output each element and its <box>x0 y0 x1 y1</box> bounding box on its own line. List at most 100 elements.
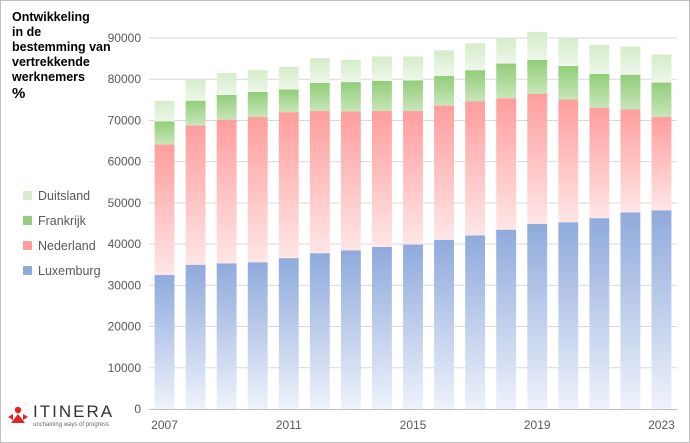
y-tick-label: 50000 <box>108 196 142 210</box>
y-tick-label: 20000 <box>108 320 142 334</box>
bar-frankrijk-2020 <box>558 66 579 100</box>
bar-luxemburg-2013 <box>340 250 361 409</box>
bar-nederland-2018 <box>496 98 517 230</box>
y-tick-label: 70000 <box>108 113 142 127</box>
bar-luxemburg-2018 <box>496 229 517 409</box>
y-tick-label: 80000 <box>108 72 142 86</box>
title-line: in de <box>12 25 42 39</box>
bar-nederland-2020 <box>558 99 579 223</box>
bar-luxemburg-2012 <box>309 253 330 409</box>
bar-nederland-2012 <box>309 110 330 254</box>
bars <box>154 31 672 409</box>
bar-luxemburg-2009 <box>216 263 237 409</box>
bar-frankrijk-2011 <box>278 89 299 113</box>
bar-nederland-2007 <box>154 144 175 276</box>
bar-luxemburg-2023 <box>651 210 672 409</box>
bar-frankrijk-2017 <box>465 70 486 102</box>
y-tick-label: 90000 <box>108 31 142 45</box>
bar-nederland-2010 <box>247 116 268 263</box>
bar-frankrijk-2019 <box>527 59 548 94</box>
y-tick-label: 10000 <box>108 361 142 375</box>
legend-item-duitsland: Duitsland <box>23 183 101 208</box>
x-tick-label: 2015 <box>400 418 427 432</box>
logo-tagline: unchaining ways of progress <box>33 422 110 428</box>
bar-frankrijk-2022 <box>620 74 641 110</box>
x-tick-label: 2019 <box>524 418 551 432</box>
bar-nederland-2019 <box>527 93 548 224</box>
x-tick-label: 2007 <box>151 418 178 432</box>
bar-duitsland-2010 <box>247 70 268 93</box>
y-axis-ticks: 0 10000 20000 30000 40000 50000 60000 70000 8000… <box>108 31 142 416</box>
bar-frankrijk-2018 <box>496 63 517 99</box>
bar-luxemburg-2015 <box>403 244 423 409</box>
legend-label: Nederland <box>38 238 96 253</box>
x-axis-ticks: 2007 2011 2015 2019 2023 <box>151 418 675 432</box>
bar-frankrijk-2023 <box>651 82 672 117</box>
bar-frankrijk-2014 <box>372 80 392 111</box>
legend-label: Duitsland <box>38 188 91 203</box>
bar-nederland-2014 <box>372 110 392 247</box>
title-line: vertrekkende <box>12 55 90 69</box>
unit-label: % <box>12 85 26 102</box>
bar-duitsland-2014 <box>372 56 392 81</box>
bar-nederland-2022 <box>620 109 641 213</box>
bar-nederland-2009 <box>216 119 237 264</box>
y-tick-label: 0 <box>134 402 141 416</box>
bar-frankrijk-2021 <box>589 73 610 108</box>
itinera-logo-icon <box>8 406 28 423</box>
bar-nederland-2021 <box>589 107 610 219</box>
bar-frankrijk-2009 <box>216 94 237 120</box>
legend-label: Frankrijk <box>38 213 86 228</box>
bar-luxemburg-2017 <box>465 235 486 409</box>
bar-nederland-2015 <box>403 110 423 245</box>
bar-frankrijk-2008 <box>185 100 206 126</box>
x-tick-label: 2023 <box>648 418 675 432</box>
bar-nederland-2016 <box>434 105 454 240</box>
bar-duitsland-2018 <box>496 38 517 64</box>
y-tick-label: 30000 <box>108 278 142 292</box>
bar-duitsland-2021 <box>589 45 610 74</box>
bar-duitsland-2013 <box>340 59 361 83</box>
legend-swatch-icon <box>23 266 32 275</box>
bar-frankrijk-2010 <box>247 92 268 117</box>
legend-item-frankrijk: Frankrijk <box>23 208 101 233</box>
chart-title: Ontwikkeling in de bestemming van vertre… <box>12 10 132 101</box>
bar-duitsland-2022 <box>620 46 641 75</box>
bar-frankrijk-2013 <box>340 82 361 112</box>
bar-luxemburg-2010 <box>247 262 268 409</box>
bar-luxemburg-2011 <box>278 258 299 409</box>
bar-duitsland-2015 <box>403 56 423 81</box>
y-tick-label: 60000 <box>108 155 142 169</box>
bar-luxemburg-2019 <box>527 223 548 409</box>
bar-duitsland-2023 <box>651 54 672 83</box>
logo-name: ITINERA <box>33 402 115 421</box>
bar-luxemburg-2020 <box>558 222 579 409</box>
bar-luxemburg-2022 <box>620 212 641 409</box>
legend-swatch-icon <box>23 191 32 200</box>
bar-frankrijk-2015 <box>403 80 423 111</box>
legend-item-nederland: Nederland <box>23 233 101 258</box>
title-line: werknemers <box>12 70 85 84</box>
legend-swatch-icon <box>23 241 32 250</box>
bar-duitsland-2009 <box>216 73 237 95</box>
bar-duitsland-2007 <box>154 101 175 122</box>
y-tick-label: 40000 <box>108 237 142 251</box>
title-line: Ontwikkeling <box>12 10 90 24</box>
bar-duitsland-2011 <box>278 66 299 90</box>
bar-nederland-2013 <box>340 111 361 251</box>
bar-luxemburg-2008 <box>185 264 206 409</box>
legend-item-luxemburg: Luxemburg <box>23 258 101 283</box>
title-line: bestemming van <box>12 40 111 54</box>
bar-nederland-2017 <box>465 101 486 236</box>
bar-luxemburg-2014 <box>372 246 392 409</box>
bar-nederland-2011 <box>278 112 299 259</box>
bar-nederland-2008 <box>185 125 206 265</box>
bar-duitsland-2019 <box>527 31 548 60</box>
bar-luxemburg-2016 <box>434 239 454 409</box>
legend-swatch-icon <box>23 216 32 225</box>
bar-duitsland-2020 <box>558 38 579 67</box>
bar-duitsland-2017 <box>465 43 486 71</box>
bar-duitsland-2012 <box>309 58 330 83</box>
bar-duitsland-2016 <box>434 50 454 76</box>
